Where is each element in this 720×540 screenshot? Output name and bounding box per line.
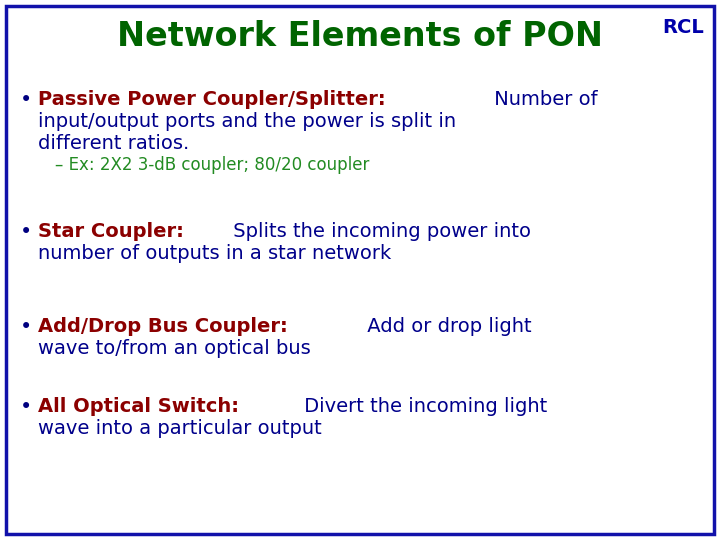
Text: number of outputs in a star network: number of outputs in a star network: [38, 244, 391, 263]
Text: Passive Power Coupler/Splitter:: Passive Power Coupler/Splitter:: [38, 90, 386, 109]
Text: Divert the incoming light: Divert the incoming light: [298, 397, 548, 416]
Text: Add/Drop Bus Coupler:: Add/Drop Bus Coupler:: [38, 317, 288, 336]
Text: Network Elements of PON: Network Elements of PON: [117, 20, 603, 53]
Text: •: •: [20, 90, 32, 110]
Text: different ratios.: different ratios.: [38, 134, 189, 153]
Text: – Ex: 2X2 3-dB coupler; 80/20 coupler: – Ex: 2X2 3-dB coupler; 80/20 coupler: [55, 156, 369, 174]
Text: •: •: [20, 222, 32, 242]
Text: wave into a particular output: wave into a particular output: [38, 419, 322, 438]
Text: wave to/from an optical bus: wave to/from an optical bus: [38, 339, 311, 358]
Text: All Optical Switch:: All Optical Switch:: [38, 397, 239, 416]
Text: Number of: Number of: [487, 90, 597, 109]
Text: •: •: [20, 397, 32, 417]
Text: RCL: RCL: [662, 18, 704, 37]
Text: •: •: [20, 317, 32, 337]
Text: input/output ports and the power is split in: input/output ports and the power is spli…: [38, 112, 456, 131]
Text: Splits the incoming power into: Splits the incoming power into: [228, 222, 531, 241]
Text: Star Coupler:: Star Coupler:: [38, 222, 184, 241]
Text: Add or drop light: Add or drop light: [361, 317, 532, 336]
